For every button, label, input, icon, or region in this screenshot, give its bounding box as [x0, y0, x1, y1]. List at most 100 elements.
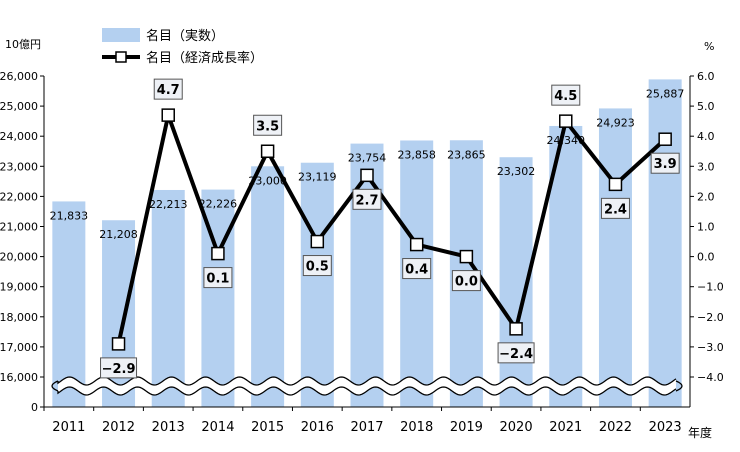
growth-label-box [600, 197, 630, 219]
right-tick-label: −4.0 [697, 371, 724, 384]
line-point-2012 [111, 337, 126, 351]
bar-2013 [151, 189, 185, 407]
left-tick-label: 24,000 [0, 130, 38, 143]
left-axis-unit: 10億円 [5, 38, 41, 51]
left-tick-label: 18,000 [0, 311, 38, 324]
x-tick-label: 2023 [649, 420, 682, 435]
growth-line [116, 113, 667, 345]
data-labels: 21,833 21,208 22,213 22,226 23,000 23,119 23,7… [50, 78, 685, 379]
line-point-2019 [459, 249, 474, 264]
left-tick-label: 17,000 [0, 341, 38, 354]
growth-label: −2.9 [102, 362, 136, 377]
growth-label-box [153, 78, 183, 100]
growth-label-box [451, 270, 481, 292]
x-tick-label: 2012 [102, 420, 135, 435]
bar-2017 [350, 143, 384, 407]
growth-label-box [100, 357, 138, 379]
x-tick-label: 2018 [400, 420, 433, 435]
bar-2023 [648, 79, 682, 407]
left-tick-label: 20,000 [0, 251, 38, 264]
x-tick-label: 2014 [201, 420, 234, 435]
x-tick-label: 2019 [450, 420, 483, 435]
right-tick-label: 1.0 [697, 221, 715, 234]
bar-label: 25,887 [646, 87, 685, 100]
right-tick-label: 6.0 [697, 70, 715, 83]
bar-series [52, 79, 682, 408]
axis-break-wave-top [57, 376, 677, 386]
growth-label-box [497, 342, 535, 364]
axis-break-cap-left [51, 380, 59, 392]
growth-label: 0.4 [405, 263, 428, 278]
growth-label: 2.4 [604, 202, 627, 217]
axis-break [51, 376, 683, 396]
growth-label: 4.7 [157, 83, 180, 98]
bar-label: 21,208 [99, 228, 138, 241]
bar-label: 23,302 [497, 165, 536, 178]
left-tick-label-zero: 0 [31, 401, 38, 414]
growth-label-box [302, 255, 332, 277]
legend: 名目（実数） 名目（経済成長率） [102, 28, 263, 66]
right-tick-label: 4.0 [697, 130, 715, 143]
growth-label-box [253, 114, 283, 136]
line-point-2014 [211, 246, 225, 261]
left-tick-label: 22,000 [0, 190, 38, 203]
axes: 26,000 25,000 24,000 23,000 22,000 21,000 20,0… [0, 70, 724, 435]
line-series [111, 108, 672, 351]
bar-label: 24,923 [596, 116, 635, 129]
left-tick-label: 19,000 [0, 281, 38, 294]
left-tick-label: 26,000 [0, 70, 38, 83]
bar-label: 23,000 [248, 174, 287, 187]
line-point-2017 [360, 168, 374, 183]
x-tick-label: 2013 [152, 420, 185, 435]
bar-label: 22,226 [199, 198, 238, 211]
line-point-2016 [310, 234, 325, 249]
x-tick-label: 2022 [599, 420, 632, 435]
x-tick-label: 2011 [52, 420, 85, 435]
right-tick-label: 2.0 [697, 190, 715, 203]
x-tick-label: 2016 [301, 420, 334, 435]
line-point-2018 [409, 237, 424, 252]
line-point-2013 [161, 108, 175, 122]
legend-bar-label: 名目（実数） [146, 28, 224, 44]
x-tick-label: 2017 [350, 420, 383, 435]
growth-label-box [402, 258, 432, 280]
growth-label: 2.7 [355, 193, 378, 208]
axis-break-cap-right [675, 380, 683, 392]
growth-label: 0.0 [455, 275, 478, 290]
bar-label: 23,754 [348, 152, 387, 165]
growth-label-box [352, 188, 382, 210]
left-tick-label: 21,000 [0, 221, 38, 234]
line-point-2022 [608, 177, 623, 192]
bar-label: 24,340 [547, 134, 586, 147]
bar-label: 21,833 [50, 209, 89, 222]
axis-break-band [58, 377, 676, 395]
right-tick-label: −2.0 [697, 311, 724, 324]
growth-label: 3.5 [256, 119, 279, 134]
line-point-2015 [260, 144, 275, 158]
legend-line-label: 名目（経済成長率） [146, 50, 263, 66]
x-tick-label: 2021 [549, 420, 582, 435]
right-tick-label: 5.0 [697, 100, 715, 113]
bar-2016 [300, 162, 334, 407]
bar-2011 [52, 201, 86, 407]
growth-label: 0.5 [306, 260, 329, 275]
left-tick-label: 23,000 [0, 160, 38, 173]
right-tick-label: −3.0 [697, 341, 724, 354]
growth-label: 0.1 [206, 272, 229, 287]
legend-bar-swatch [102, 28, 140, 42]
right-tick-label: 0.0 [697, 251, 715, 264]
growth-label-box [203, 267, 233, 289]
line-point-2021 [559, 114, 573, 128]
bar-label: 23,858 [397, 148, 436, 161]
left-tick-label: 25,000 [0, 100, 38, 113]
bar-label: 22,213 [149, 198, 188, 211]
growth-label: −2.4 [499, 347, 533, 362]
bar-2015 [251, 166, 285, 407]
x-tick-label: 2020 [500, 420, 533, 435]
line-point-2023 [658, 132, 672, 146]
growth-label-box [551, 84, 581, 106]
bar-label: 23,119 [298, 171, 337, 184]
line-point-2020 [509, 322, 523, 336]
bar-2022 [598, 108, 632, 408]
